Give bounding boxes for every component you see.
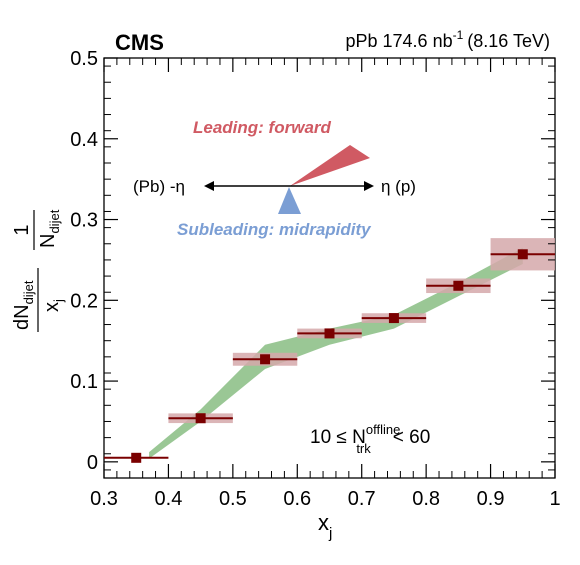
y-title-xj: xj [41,299,66,312]
x-tick-label-1: 0.4 [155,488,183,510]
y-tick-label-5: 0.5 [70,48,98,70]
y-tick-label-4: 0.4 [70,129,98,151]
data-point-1 [195,413,206,424]
subleading-cone [278,187,301,214]
data-point-5 [453,280,464,291]
x-tick-label-7: 1 [549,488,560,510]
y-title-one: 1 [11,224,33,235]
multiplicity-condition: 10 ≤ Noffline trk< 60 [310,422,430,456]
x-tick-label-4: 0.7 [348,488,376,510]
x-tick-label-5: 0.8 [412,488,440,510]
data-point-4 [388,313,399,324]
arrow-right-head [364,181,374,191]
y-tick-label-2: 0.2 [70,290,98,312]
theory-band [149,247,523,459]
leading-label: Leading: forward [193,118,332,137]
x-tick-label-3: 0.6 [283,488,311,510]
y-tick-label-1: 0.1 [70,371,98,393]
y-tick-label-0: 0 [87,452,98,474]
data-point-2 [260,354,271,365]
theory-band-layer [149,247,523,459]
y-title-n: Ndijet [37,209,62,248]
dataset-label: pPb 174.6 nb-1 (8.16 TeV) [346,28,551,51]
y-tick-label-3: 0.3 [70,210,98,232]
x-axis-title: xj [318,510,332,542]
y-axis-title: 1 Ndijet dNdijet xj [11,209,66,332]
y-title-dn: dNdijet [11,280,36,330]
axis-ticks-layer: 0.3 0.4 0.5 0.6 0.7 0.8 0.9 1 0 0.1 0.2 0.3 0.4 0.5 [70,48,560,510]
x-tick-label-6: 0.9 [477,488,505,510]
experiment-label: CMS [115,30,164,55]
data-point-0 [131,452,142,463]
subleading-label: Subleading: midrapidity [177,220,372,239]
data-points-layer [104,249,555,463]
arrow-left-head [204,181,214,191]
rapidity-diagram: Leading: forward (Pb) -η η (p) Subleadin… [133,118,416,239]
right-arrow-label: η (p) [381,177,416,196]
left-arrow-label: (Pb) -η [133,177,185,196]
x-tick-label-0: 0.3 [90,488,118,510]
data-point-6 [517,249,528,260]
leading-cone [290,145,370,186]
x-tick-label-2: 0.5 [219,488,247,510]
data-point-3 [324,328,335,339]
